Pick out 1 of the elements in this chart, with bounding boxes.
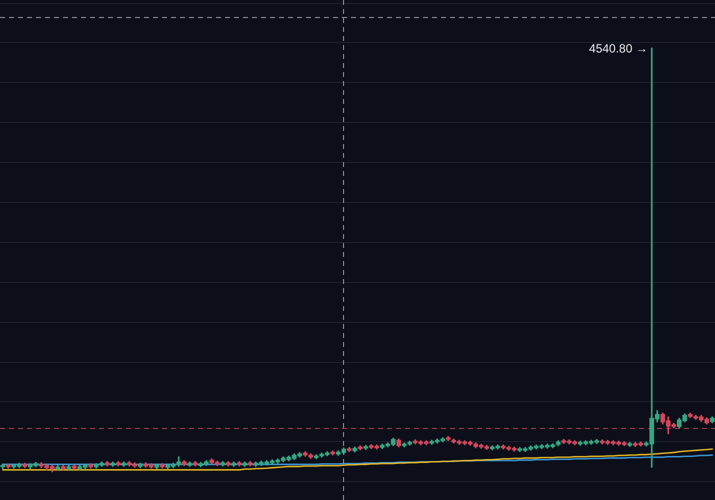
annotation: 4540.80 →	[589, 41, 648, 56]
